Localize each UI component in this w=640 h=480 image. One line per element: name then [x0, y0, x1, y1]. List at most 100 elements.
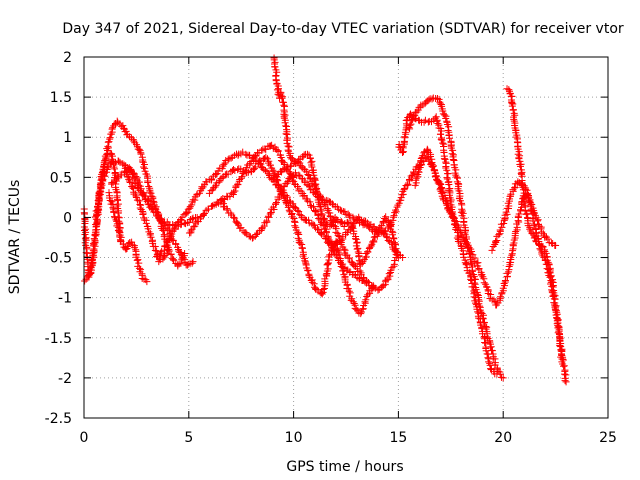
data-point: [363, 278, 371, 286]
data-point: [333, 246, 341, 254]
data-point: [502, 208, 510, 216]
data-point: [321, 275, 329, 283]
data-point: [242, 150, 250, 158]
data-point: [492, 237, 500, 245]
data-point: [530, 231, 538, 239]
data-point: [99, 175, 107, 183]
data-point: [282, 122, 290, 130]
data-point: [334, 249, 342, 257]
data-point: [468, 267, 476, 275]
data-point: [183, 209, 191, 217]
y-tick-label: -0.5: [45, 251, 72, 267]
data-point: [234, 220, 242, 228]
data-point: [242, 229, 250, 237]
data-point: [418, 153, 426, 161]
data-point: [138, 274, 146, 282]
data-point: [488, 347, 496, 355]
data-point: [457, 208, 465, 216]
data-point: [441, 111, 449, 119]
data-point: [516, 162, 524, 170]
data-point: [167, 251, 175, 259]
data-point: [481, 339, 489, 347]
data-point: [526, 225, 534, 233]
data-point: [500, 219, 508, 227]
data-point: [340, 245, 348, 253]
data-point: [267, 209, 275, 217]
data-point: [442, 114, 450, 122]
data-point: [430, 162, 438, 170]
data-point: [421, 116, 429, 124]
data-point: [182, 220, 190, 228]
data-point: [467, 258, 475, 266]
data-point: [155, 215, 163, 223]
data-point: [100, 159, 108, 167]
data-point: [159, 220, 167, 228]
data-point: [558, 358, 566, 366]
data-point: [126, 178, 134, 186]
data-point: [523, 210, 531, 218]
data-point: [436, 180, 444, 188]
chart-title: Day 347 of 2021, Sidereal Day-to-day VTE…: [62, 21, 624, 37]
data-point: [262, 153, 270, 161]
data-point: [157, 249, 165, 257]
data-point: [281, 197, 289, 205]
data-point: [453, 234, 461, 242]
data-point: [91, 238, 99, 246]
data-point: [175, 260, 183, 268]
data-point: [189, 258, 197, 266]
data-point: [325, 259, 333, 267]
data-point: [515, 210, 523, 218]
data-point: [135, 145, 143, 153]
data-point: [278, 94, 286, 102]
y-tick-label: 2: [63, 50, 72, 66]
data-point: [425, 96, 433, 104]
data-point: [295, 171, 303, 179]
data-point: [306, 198, 314, 206]
data-point: [556, 342, 564, 350]
y-tick-label: 1: [63, 130, 72, 146]
data-point: [497, 293, 505, 301]
data-point: [560, 362, 568, 370]
data-point: [185, 218, 193, 226]
data-point: [444, 170, 452, 178]
data-point: [508, 251, 516, 259]
data-point: [470, 293, 478, 301]
data-point: [234, 180, 242, 188]
data-point: [560, 370, 568, 378]
data-point: [512, 133, 520, 141]
data-point: [495, 231, 503, 239]
data-point: [311, 206, 319, 214]
data-point: [530, 234, 538, 242]
data-point: [191, 196, 199, 204]
data-point: [385, 270, 393, 278]
data-point: [554, 316, 562, 324]
data-point: [349, 224, 357, 232]
data-point: [190, 223, 198, 231]
data-point: [246, 159, 254, 167]
data-point: [201, 210, 209, 218]
data-point: [296, 239, 304, 247]
data-point: [462, 261, 470, 269]
data-point: [135, 197, 143, 205]
data-point: [417, 160, 425, 168]
data-point: [362, 277, 370, 285]
x-tick-label: 20: [494, 430, 512, 446]
data-point: [358, 308, 366, 316]
data-point: [319, 214, 327, 222]
data-point: [304, 170, 312, 178]
data-point: [145, 182, 153, 190]
data-point: [345, 211, 353, 219]
data-point: [139, 211, 147, 219]
data-point: [288, 172, 296, 180]
data-point: [308, 278, 316, 286]
data-point: [506, 89, 514, 97]
data-point: [260, 222, 268, 230]
data-point: [553, 310, 561, 318]
data-point: [487, 365, 495, 373]
data-point: [482, 347, 490, 355]
data-point: [452, 171, 460, 179]
data-point: [510, 115, 518, 123]
data-point: [96, 188, 104, 196]
data-point: [208, 175, 216, 183]
data-point: [172, 240, 180, 248]
